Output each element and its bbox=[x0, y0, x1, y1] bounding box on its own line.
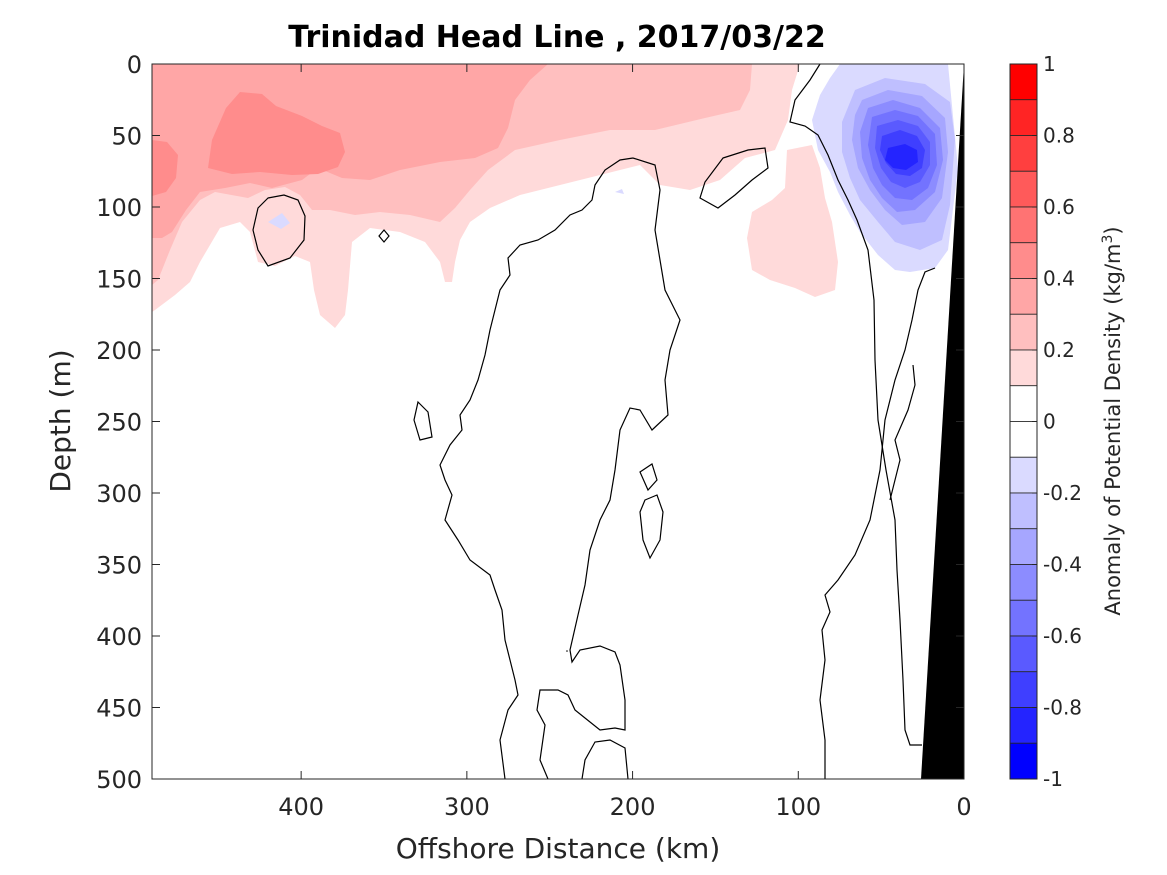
colorbar-ticks: 1 0.8 0.6 0.4 0.2 0 -0.2 -0.4 -0.6 -0.8 -1 bbox=[1032, 52, 1082, 791]
anomaly-region-neg-0.8 bbox=[885, 144, 918, 170]
colorbar-swatch bbox=[1009, 385, 1038, 422]
zero-contour-line bbox=[581, 739, 629, 780]
colorbar-label: Anomaly of Potential Density (kg/m3) bbox=[1100, 226, 1125, 615]
zero-contour-line bbox=[413, 400, 433, 441]
colorbar-tick-label: 0.8 bbox=[1043, 124, 1075, 148]
colorbar-tick-label: 0 bbox=[1043, 410, 1056, 434]
colorbar-swatch bbox=[1009, 135, 1038, 172]
y-tick-label: 200 bbox=[96, 337, 142, 365]
colorbar-swatch bbox=[1009, 492, 1038, 530]
colorbar-tick-label: 0.2 bbox=[1043, 338, 1075, 362]
zero-contour-line bbox=[699, 147, 769, 209]
zero-contour-line bbox=[789, 63, 922, 746]
x-tick-label: 200 bbox=[610, 793, 656, 821]
anomaly-region-neg-speck2 bbox=[615, 189, 624, 194]
colorbar-tick-label: -0.2 bbox=[1043, 481, 1082, 505]
colorbar-tick-label: 1 bbox=[1043, 52, 1056, 76]
y-tick-label: 400 bbox=[96, 623, 142, 651]
zero-contour-line bbox=[439, 157, 634, 780]
zero-contour-line bbox=[252, 194, 306, 267]
colorbar-swatch bbox=[1009, 635, 1038, 673]
y-axis: 0 50 100 150 200 250 300 350 400 450 500 bbox=[96, 51, 964, 794]
colorbar-tick-label: -0.8 bbox=[1043, 696, 1082, 720]
colorbar-swatch bbox=[1009, 421, 1038, 458]
zero-contour-line bbox=[639, 494, 664, 560]
zero-contours bbox=[252, 63, 936, 780]
colorbar-tick-label: 0.6 bbox=[1043, 195, 1075, 219]
anomaly-region-pos-patch bbox=[747, 145, 838, 297]
y-tick-label: 350 bbox=[96, 552, 142, 580]
y-axis-label: Depth (m) bbox=[44, 349, 77, 492]
anomaly-region-neg-speck1 bbox=[268, 213, 290, 229]
x-tick-label: 100 bbox=[775, 793, 821, 821]
colorbar-swatch bbox=[1009, 278, 1038, 315]
colorbar-swatch bbox=[1009, 242, 1038, 279]
colorbar-swatch bbox=[1009, 707, 1038, 744]
y-tick-label: 500 bbox=[96, 766, 142, 794]
colorbar-swatch bbox=[1009, 599, 1038, 637]
zero-contour-line bbox=[819, 267, 936, 779]
colorbar-swatch bbox=[1009, 206, 1038, 244]
colorbar-swatch bbox=[1009, 742, 1038, 780]
colorbar-tick-label: 0.4 bbox=[1043, 267, 1075, 291]
colorbar-label-end: ) bbox=[1101, 226, 1125, 234]
zero-contour-line bbox=[378, 229, 390, 243]
colorbar-tick-label: -1 bbox=[1043, 767, 1063, 791]
y-tick-label: 300 bbox=[96, 480, 142, 508]
anomaly-region-pos-0.4b bbox=[152, 140, 178, 196]
x-tick-label: 400 bbox=[278, 793, 324, 821]
colorbar-swatch bbox=[1009, 63, 1038, 101]
x-tick-label: 300 bbox=[444, 793, 490, 821]
plot-area bbox=[151, 63, 965, 780]
colorbar-swatch bbox=[1009, 313, 1038, 351]
zero-contour-line bbox=[536, 157, 681, 780]
y-tick-label: 0 bbox=[127, 51, 142, 79]
colorbar-swatch bbox=[1009, 564, 1038, 601]
colorbar-swatch bbox=[1009, 349, 1038, 387]
colorbar bbox=[1009, 63, 1038, 780]
x-tick-label: 0 bbox=[956, 793, 971, 821]
colorbar-tick-label: -0.4 bbox=[1043, 553, 1082, 577]
y-tick-label: 100 bbox=[96, 194, 142, 222]
colorbar-label-superscript: 3 bbox=[1100, 235, 1116, 244]
colorbar-swatch bbox=[1009, 170, 1038, 208]
anomaly-region-pos-0.4 bbox=[208, 92, 345, 175]
y-tick-label: 50 bbox=[111, 123, 142, 151]
zero-contour-line bbox=[889, 364, 916, 501]
colorbar-swatch bbox=[1009, 99, 1038, 136]
chart-title: Trinidad Head Line , 2017/03/22 bbox=[288, 20, 825, 55]
x-axis-label: Offshore Distance (km) bbox=[396, 832, 721, 865]
y-tick-label: 150 bbox=[96, 266, 142, 294]
colorbar-swatch bbox=[1009, 528, 1038, 565]
y-tick-label: 250 bbox=[96, 409, 142, 437]
zero-contour-line bbox=[639, 463, 658, 492]
colorbar-swatch bbox=[1009, 671, 1038, 708]
colorbar-swatch bbox=[1009, 456, 1038, 494]
x-axis: 400 300 200 100 0 bbox=[278, 64, 972, 821]
y-tick-label: 450 bbox=[96, 695, 142, 723]
colorbar-label-text: Anomaly of Potential Density (kg/m bbox=[1101, 244, 1125, 616]
bathymetry-mask bbox=[921, 64, 964, 779]
colorbar-tick-label: -0.6 bbox=[1043, 624, 1082, 648]
